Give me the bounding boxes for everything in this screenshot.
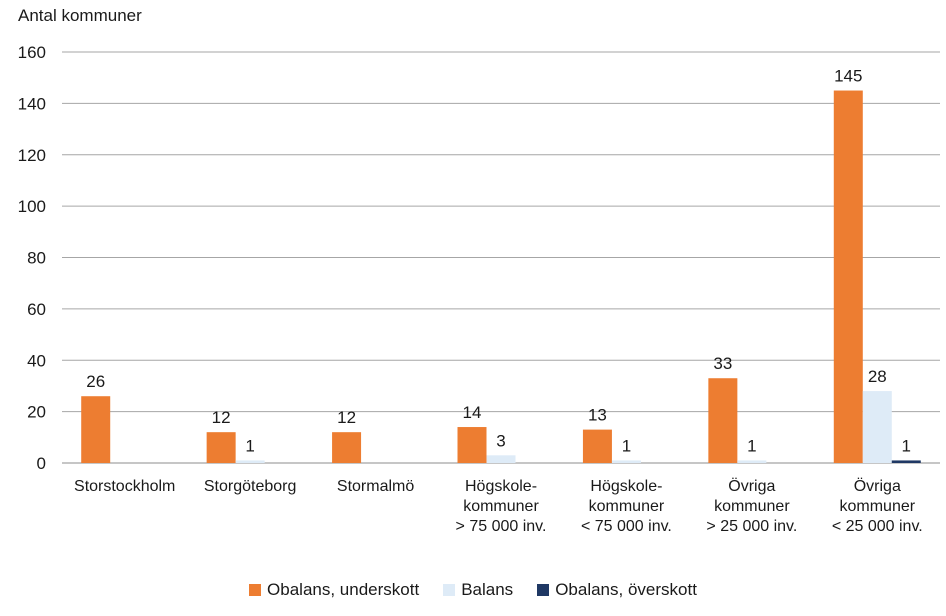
bar — [708, 378, 738, 463]
legend-item: Obalans, överskott — [537, 580, 697, 600]
data-label: 28 — [868, 367, 887, 386]
data-label: 1 — [747, 436, 756, 455]
bar — [81, 396, 111, 463]
legend-item: Obalans, underskott — [249, 580, 419, 600]
bar — [457, 427, 487, 463]
x-tick-label: kommuner — [463, 498, 539, 515]
data-label: 1 — [245, 436, 254, 455]
y-tick-label: 120 — [18, 146, 46, 165]
y-tick-label: 20 — [27, 403, 46, 422]
bar — [582, 429, 612, 463]
x-tick-label: Övriga — [854, 477, 901, 495]
y-tick-label: 80 — [27, 249, 46, 268]
x-tick-label: Övriga — [728, 477, 775, 495]
y-tick-label: 60 — [27, 300, 46, 319]
y-tick-label: 100 — [18, 197, 46, 216]
bar — [611, 460, 641, 463]
x-tick-label: Stormalmö — [337, 478, 414, 495]
bar — [891, 460, 921, 463]
bar — [737, 460, 767, 463]
bar — [486, 455, 516, 463]
legend-label: Obalans, underskott — [267, 580, 420, 599]
x-tick-label: Storgöteborg — [204, 478, 297, 495]
data-label: 1 — [902, 436, 911, 455]
data-label: 33 — [713, 354, 732, 373]
x-tick-label: < 25 000 inv. — [832, 518, 923, 535]
data-label: 145 — [834, 67, 862, 86]
bar — [206, 432, 236, 463]
bar — [833, 90, 863, 463]
legend-swatch — [443, 584, 456, 596]
data-label: 26 — [86, 372, 105, 391]
y-tick-label: 140 — [18, 94, 46, 113]
data-label: 12 — [212, 408, 231, 427]
bar — [235, 460, 265, 463]
y-tick-label: 160 — [18, 43, 46, 62]
bar — [862, 391, 892, 463]
x-tick-label: < 75 000 inv. — [581, 518, 672, 535]
bar-chart: 0 20 40 60 80 100 120 140 160 26 Storstockholm 12 1 S… — [18, 43, 940, 535]
x-tick-label: kommuner — [589, 498, 665, 515]
legend-label: Obalans, överskott — [555, 580, 697, 599]
x-tick-label: Storstockholm — [74, 478, 175, 495]
data-label: 13 — [588, 406, 607, 425]
legend-label: Balans — [461, 580, 514, 599]
data-label: 14 — [463, 403, 482, 422]
x-tick-label: Högskole- — [465, 478, 537, 495]
y-axis-title: Antal kommuner — [18, 6, 142, 25]
legend-swatch — [249, 584, 262, 596]
data-label: 12 — [337, 408, 356, 427]
y-tick-label: 40 — [27, 351, 46, 370]
legend-swatch — [537, 584, 550, 596]
x-tick-label: > 75 000 inv. — [456, 518, 547, 535]
x-tick-label: kommuner — [839, 498, 915, 515]
x-tick-label: kommuner — [714, 498, 790, 515]
y-tick-label: 0 — [37, 454, 46, 473]
data-label: 3 — [496, 431, 505, 450]
legend-item: Balans — [443, 580, 513, 600]
legend: Obalans, underskott Balans Obalans, översk… — [0, 580, 946, 601]
bar — [332, 432, 362, 463]
data-label: 1 — [622, 436, 631, 455]
x-tick-label: > 25 000 inv. — [706, 518, 797, 535]
x-tick-label: Högskole- — [590, 478, 662, 495]
